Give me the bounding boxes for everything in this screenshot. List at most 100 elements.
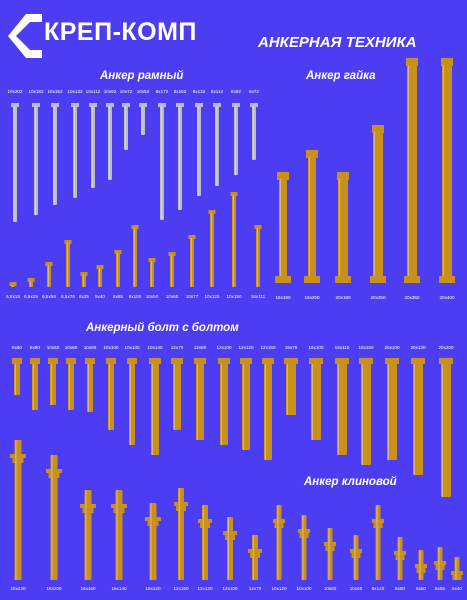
wedge-anchor [80,490,96,580]
size-label: 10x140 [147,345,163,350]
size-label: 20x100 [384,345,400,350]
anchor-bolt [335,358,349,455]
size-label: 10x130 [124,345,140,350]
size-label: 12x120 [197,586,213,591]
anchor-bolt [127,358,137,445]
frame-anchor-brass [208,210,216,287]
wedge-anchor [111,490,127,580]
size-label: 16x180 [275,295,291,300]
wedge-anchor [273,505,285,580]
size-label: 6,5x25 [24,294,38,299]
size-label: 16x120 [145,586,161,591]
wedge-anchor [415,550,427,580]
size-label: 8x65 [113,294,123,299]
frame-anchor-brass [114,250,122,287]
frame-anchor-brass [80,272,88,287]
size-label: 16x160 [80,586,96,591]
anchor-bolt [66,358,76,410]
size-label: 10x100 [103,345,119,350]
bolt-anchor-heading: Анкерный болт с болтом [86,322,239,334]
size-label: 16x111 [250,294,266,299]
size-label: 20x180 [335,295,351,300]
anchor-bolt [149,358,161,455]
nut-anchor [404,58,420,283]
wedge-anchor [145,503,161,580]
main-heading: АНКЕРНАЯ ТЕХНИКА [258,34,417,51]
size-label: 10x80 [83,345,97,350]
size-label: 10x132 [67,89,83,94]
wedge-anchor [10,440,26,580]
frame-anchor-brass [148,258,156,287]
frame-anchor-steel [158,103,166,220]
size-label: 10x112 [85,89,101,94]
frame-anchor-steel [176,103,184,210]
frame-anchor-steel [11,103,19,222]
size-label: 10x60 [165,294,179,299]
size-label: 12x70 [248,586,262,591]
anchor-bolt [194,358,206,440]
anchor-bolt [85,358,95,412]
size-label: 8x152 [173,89,187,94]
size-label: 8x100 [128,294,142,299]
size-label: 10x52 [136,89,150,94]
size-label: 20x250 [370,295,386,300]
nut-anchor [275,172,291,283]
nut-anchor [370,125,386,283]
anchor-bolt [262,358,274,460]
size-label: 16x200 [46,586,62,591]
frame-anchor-steel [106,103,114,180]
frame-anchor-steel [71,103,79,198]
size-label: 16x75 [284,345,298,350]
anchor-bolt [240,358,252,450]
wedge-anchor [46,455,62,580]
size-label: 16x150 [358,345,374,350]
frame-anchor-steel [250,103,258,160]
size-label: 10x152 [47,89,63,94]
frame-anchor-brass [9,282,17,287]
size-label: 12x80 [193,345,207,350]
anchor-bolt [359,358,373,465]
size-label: 16x140 [111,586,127,591]
size-label: 10x77 [185,294,199,299]
size-label: 10x120 [271,586,287,591]
wedge-anchor [298,515,310,580]
size-label: 8x40 [95,294,105,299]
anchor-bolt [106,358,116,430]
size-label: 12x100 [216,345,232,350]
frame-anchor-steel [195,103,203,196]
size-label: 6x55 [435,586,445,591]
frame-anchor-brass [64,240,72,287]
size-label: 10x50 [145,294,159,299]
wedge-anchor [248,535,262,580]
size-label: 8x80 [30,345,40,350]
frame-anchor-steel [51,103,59,205]
size-label: 8x60 [12,345,22,350]
wedge-anchor [223,517,237,580]
frame-anchor-brass [27,278,35,287]
anchor-bolt [12,358,22,395]
wedge-anchor [174,488,188,580]
frame-anchor-brass [188,235,196,287]
wedge-anchor [451,557,463,580]
size-label: 10x100 [296,586,312,591]
size-label: 6,5x18 [6,294,20,299]
size-label: 12x120 [238,345,254,350]
size-label: 10x72 [119,89,133,94]
size-label: 8x120 [371,586,385,591]
brand-logo-icon [8,14,42,58]
wedge-anchor [324,528,336,580]
size-label: 12x150 [173,586,189,591]
size-label: 10x150 [226,294,242,299]
size-label: 10x80 [323,586,337,591]
anchor-bolt [309,358,323,440]
anchor-bolt [218,358,230,445]
size-label: 16x100 [308,345,324,350]
size-label: 12x150 [260,345,276,350]
frame-anchor-heading: Анкер рамный [100,70,184,82]
size-label: 10x65 [349,586,363,591]
size-label: 16x220 [10,586,26,591]
size-label: 20x130 [410,345,426,350]
frame-anchor-brass [96,265,104,287]
frame-anchor-brass [131,225,139,287]
